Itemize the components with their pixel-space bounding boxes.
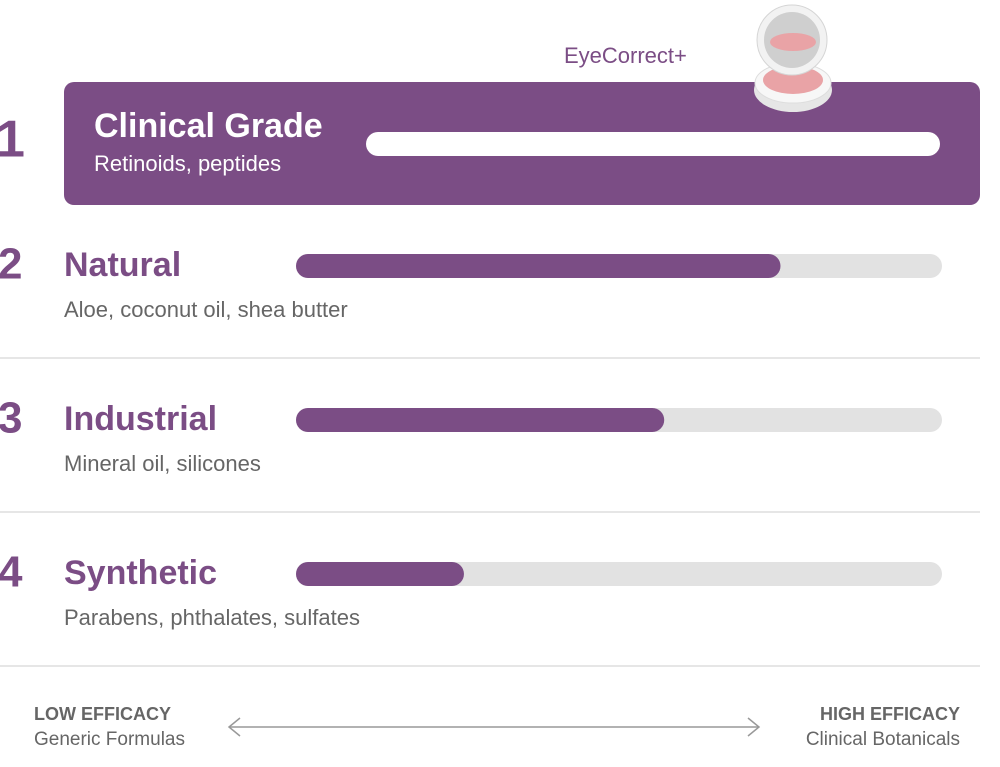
score-bar bbox=[296, 562, 464, 586]
rank: 3 bbox=[0, 394, 22, 443]
item-subtitle: Mineral oil, silicones bbox=[64, 451, 261, 476]
score-bar bbox=[366, 132, 940, 156]
content: 1 Clinical Grade Retinoids, peptides 2 Natur… bbox=[0, 82, 980, 667]
score-bar bbox=[296, 408, 665, 432]
rank: 4 bbox=[0, 548, 23, 597]
compact-powder bbox=[763, 66, 823, 94]
rank: 2 bbox=[0, 240, 22, 289]
item-subtitle: Parabens, phthalates, sulfates bbox=[64, 605, 360, 630]
item-title: Synthetic bbox=[64, 554, 217, 592]
product-label: EyeCorrect+ bbox=[564, 43, 687, 68]
compact-image bbox=[754, 4, 832, 112]
rank: 1 bbox=[0, 111, 25, 169]
low-title: LOW EFFICACY bbox=[34, 704, 171, 724]
arrow-head-right bbox=[747, 717, 761, 737]
score-bar bbox=[296, 254, 781, 278]
item-subtitle: Aloe, coconut oil, shea butter bbox=[64, 297, 348, 322]
arrow-head-left bbox=[227, 717, 241, 737]
item-title: Industrial bbox=[64, 400, 217, 438]
high-subtitle: Clinical Botanicals bbox=[806, 729, 960, 750]
item-title: Natural bbox=[64, 246, 181, 284]
item-title: Clinical Grade bbox=[94, 107, 323, 145]
compact-reflection bbox=[770, 33, 816, 51]
low-subtitle: Generic Formulas bbox=[34, 729, 185, 750]
item-subtitle: Retinoids, peptides bbox=[94, 151, 281, 176]
high-title: HIGH EFFICACY bbox=[820, 704, 960, 724]
